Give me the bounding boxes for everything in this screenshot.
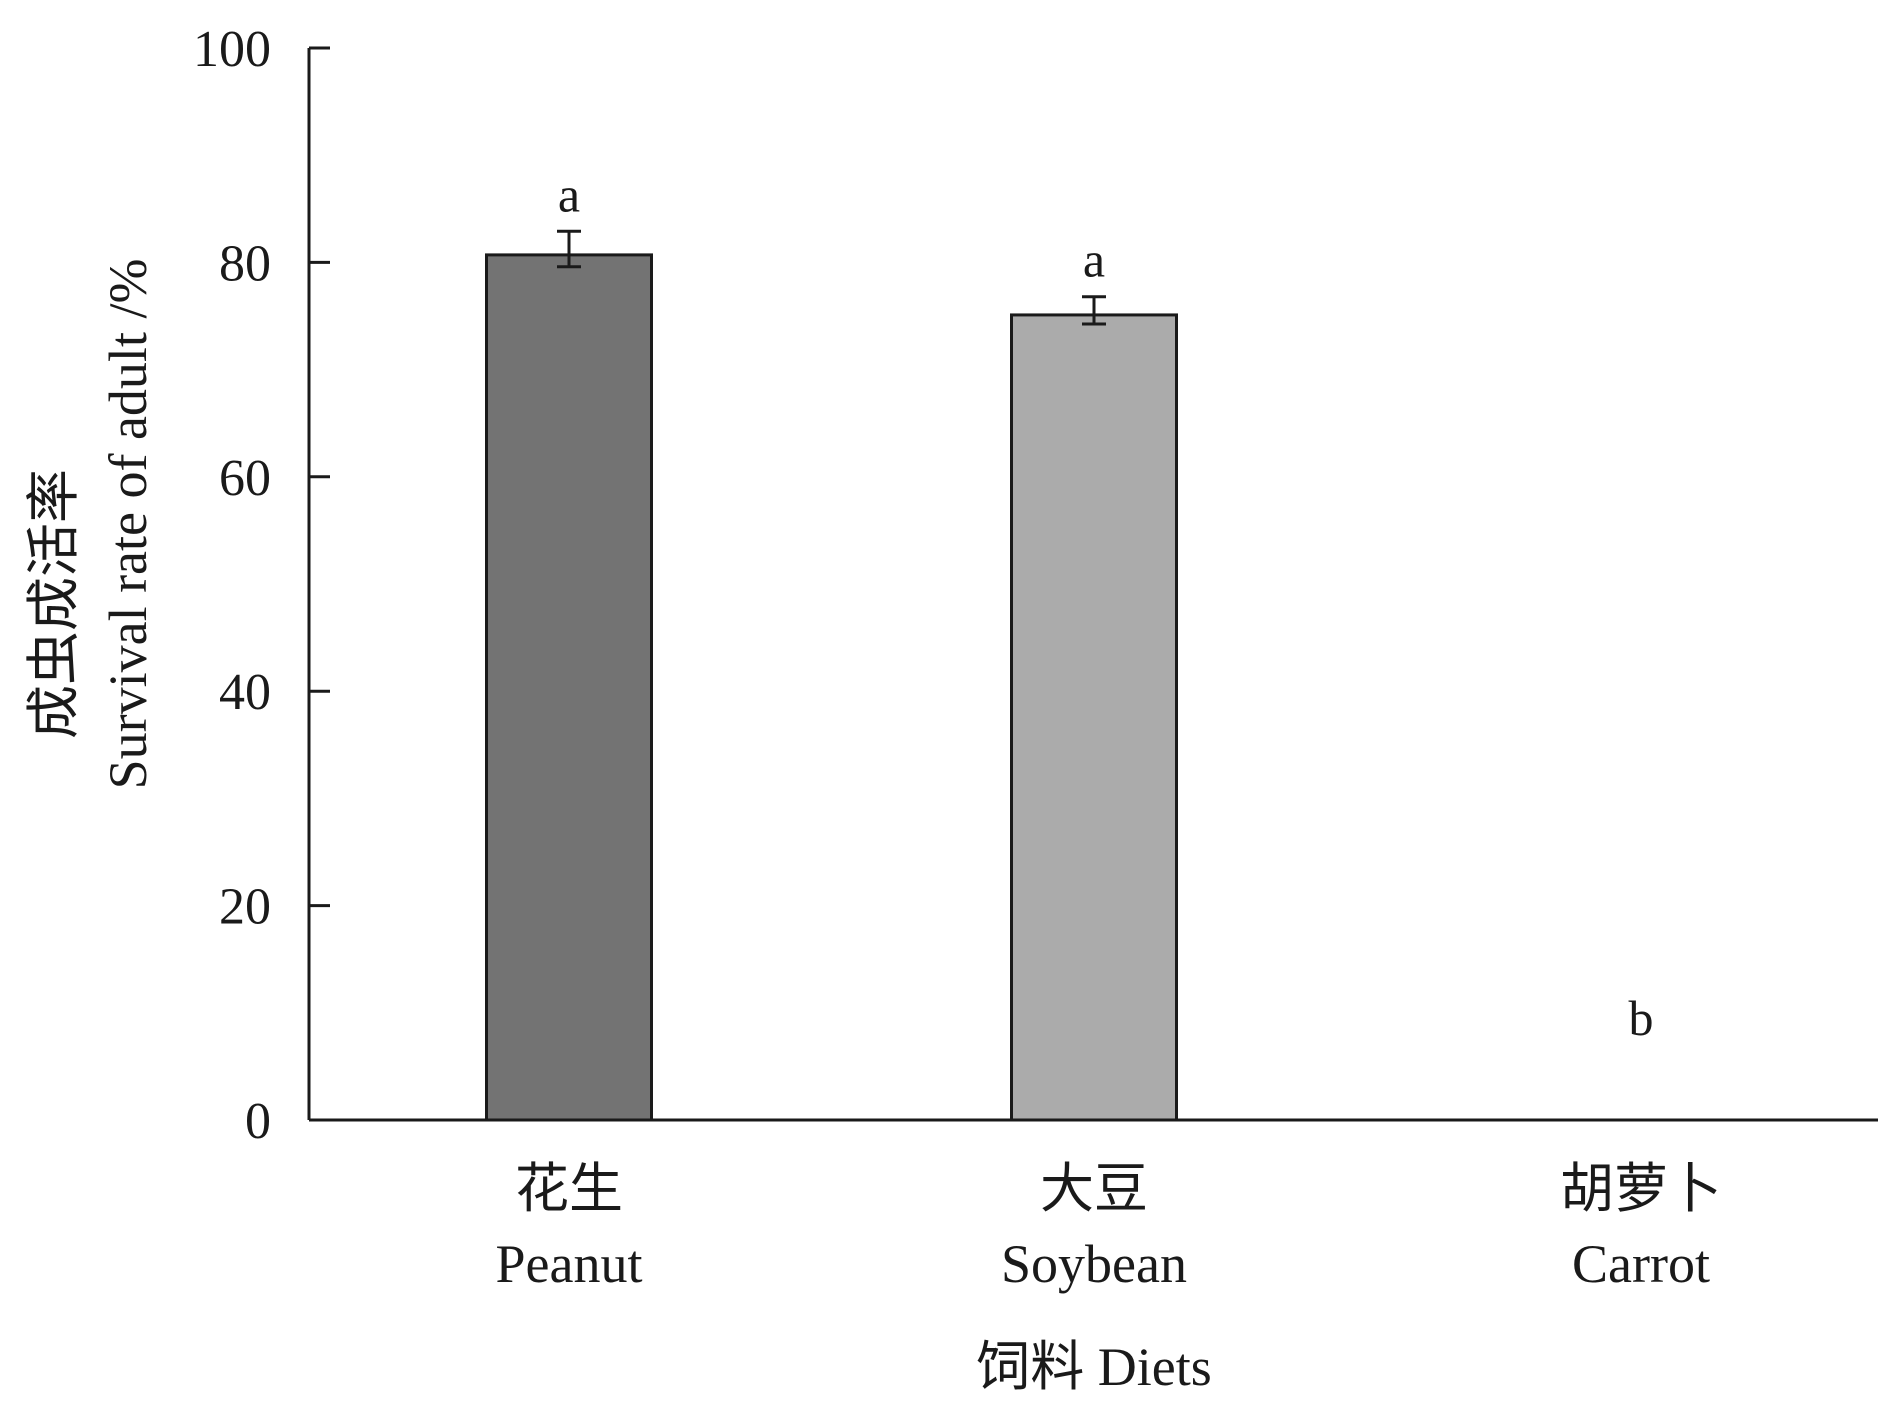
bar-soybean: [1010, 313, 1178, 1122]
y-tick-label: 60: [219, 450, 271, 507]
y-axis-title-english: Survival rate of adult /%: [98, 259, 158, 790]
y-tick-label: 40: [219, 664, 271, 721]
category-labels-group: 花生 Peanut 大豆 Soybean 胡萝卜 Carrot: [496, 1159, 1722, 1294]
bar-peanut: [485, 253, 653, 1122]
error-bar-peanut: [557, 229, 581, 269]
category-label-chinese: 胡萝卜: [1560, 1159, 1722, 1219]
category-label-english: Carrot: [1572, 1234, 1710, 1294]
significance-labels-group: a a b: [558, 166, 1654, 1046]
y-tick-label: 80: [219, 235, 271, 292]
y-tick-label: 20: [219, 879, 271, 936]
y-axis-title-chinese: 成虫成活率: [24, 469, 84, 739]
y-tick-label: 0: [245, 1093, 271, 1150]
x-axis-title: 饲料 Diets: [976, 1337, 1212, 1397]
y-axis-ticks: 0 20 40 60 80 100: [193, 21, 330, 1150]
category-label-english: Peanut: [496, 1234, 643, 1294]
significance-label: a: [1083, 232, 1105, 288]
bars-group: [485, 253, 1178, 1122]
category-label-english: Soybean: [1001, 1234, 1187, 1294]
error-bar-soybean: [1082, 295, 1106, 326]
y-axis-title: 成虫成活率 Survival rate of adult /%: [24, 259, 158, 790]
category-label-chinese: 大豆: [1040, 1159, 1148, 1219]
error-bars-group: [557, 229, 1106, 326]
y-tick-label: 100: [193, 21, 271, 78]
significance-label: b: [1629, 990, 1654, 1046]
category-label-chinese: 花生: [515, 1159, 623, 1219]
significance-label: a: [558, 166, 580, 222]
